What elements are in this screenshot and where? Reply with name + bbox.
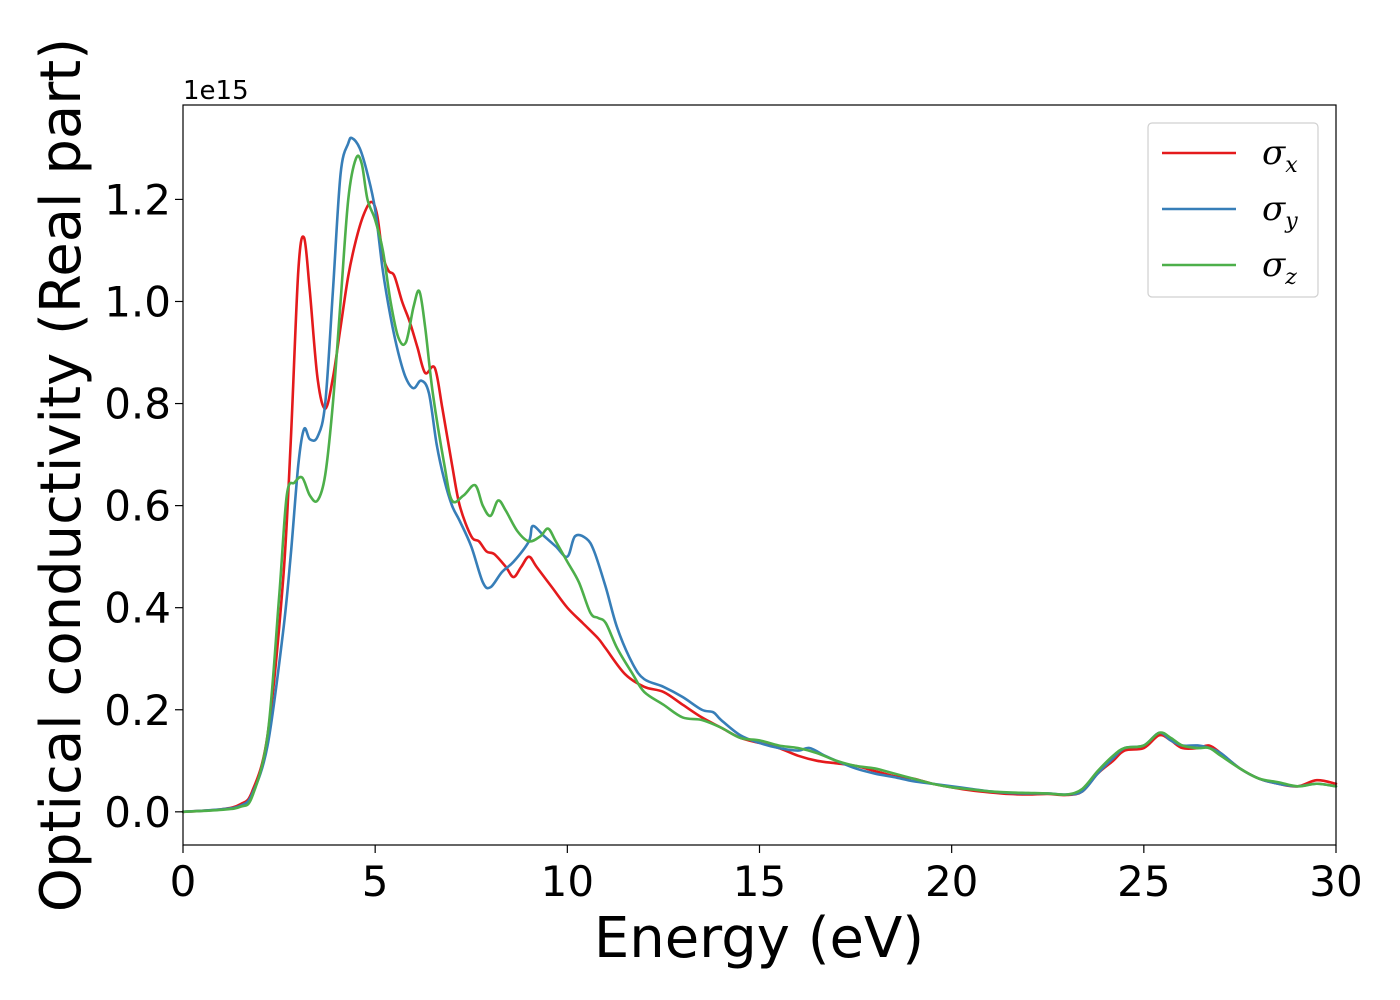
y-tick-label: 1.0 xyxy=(104,277,171,326)
x-axis-title: Energy (eV) xyxy=(594,906,924,971)
legend: σx σy σz xyxy=(1147,122,1319,298)
y-tick-label: 0.2 xyxy=(104,686,171,735)
y-tick-label: 0.6 xyxy=(104,482,171,531)
y-tick-label: 0.0 xyxy=(104,788,171,837)
plot-background xyxy=(183,105,1336,845)
x-tick-label: 0 xyxy=(170,857,197,906)
x-tick-label: 10 xyxy=(541,857,594,906)
y-tick-label: 0.4 xyxy=(104,584,171,633)
legend-label-sigma-x: σx xyxy=(1262,133,1298,178)
x-tick-label: 30 xyxy=(1309,857,1362,906)
y-tick-label: 1.2 xyxy=(104,175,171,224)
legend-label-sigma-z: σz xyxy=(1262,245,1297,290)
legend-label-sigma-y: σy xyxy=(1262,189,1298,234)
x-axis-ticks: 0 5 10 15 20 25 30 xyxy=(170,845,1363,906)
x-tick-label: 20 xyxy=(925,857,978,906)
x-tick-label: 25 xyxy=(1117,857,1170,906)
x-tick-label: 5 xyxy=(362,857,389,906)
series-line-sigma-y xyxy=(181,136,1338,814)
series-line-sigma-z xyxy=(181,154,1338,814)
y-axis-ticks: 0.0 0.2 0.4 0.6 0.8 1.0 1.2 xyxy=(104,175,183,837)
y-axis-title: Optical conductivity (Real part) xyxy=(29,38,94,912)
x-tick-label: 15 xyxy=(733,857,786,906)
y-offset-label: 1e15 xyxy=(183,76,249,106)
series-layer xyxy=(181,136,1338,814)
y-tick-label: 0.8 xyxy=(104,380,171,429)
